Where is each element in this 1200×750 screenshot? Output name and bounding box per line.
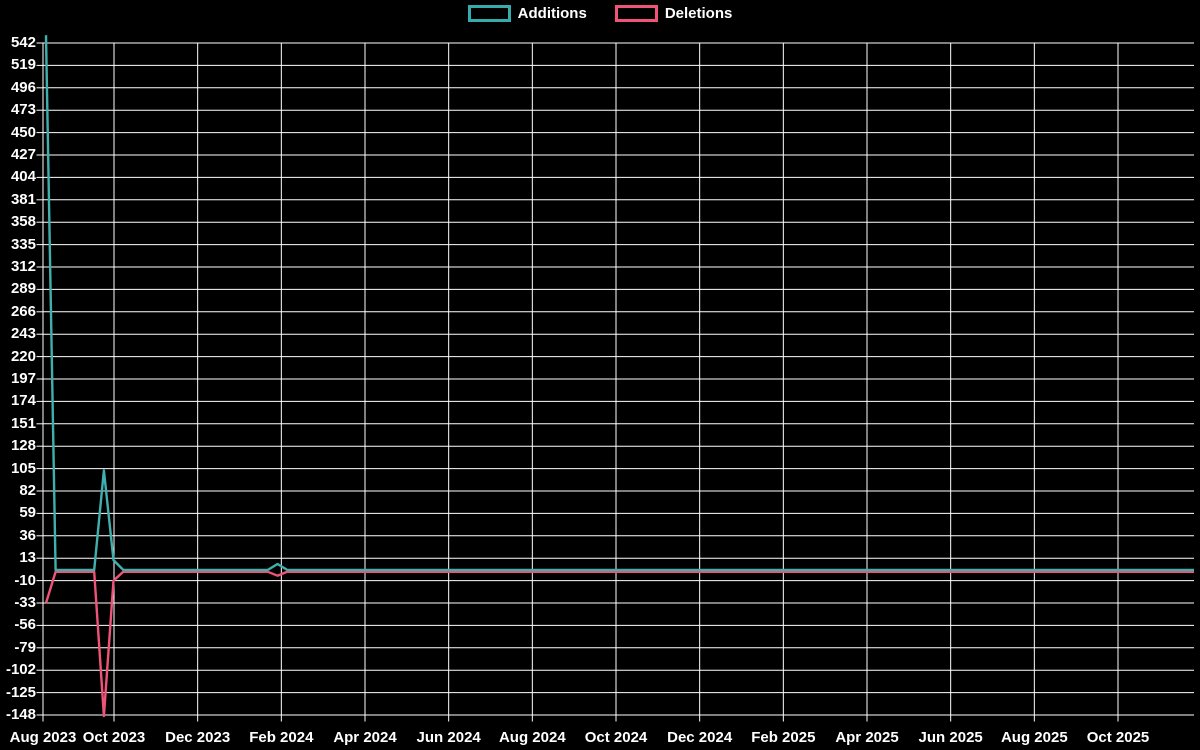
x-tick-label: Apr 2025 xyxy=(835,729,899,746)
y-tick-label: 59 xyxy=(19,504,36,522)
y-tick-label: 105 xyxy=(10,459,36,477)
y-tick-label: -10 xyxy=(14,571,36,589)
x-tick-label: Dec 2024 xyxy=(667,729,733,746)
x-tick-label: Oct 2024 xyxy=(584,729,648,746)
y-tick-label: 82 xyxy=(19,482,36,499)
y-tick-label: 404 xyxy=(10,168,36,186)
y-tick-label: 450 xyxy=(10,123,36,141)
y-tick-label: 427 xyxy=(10,146,36,163)
y-tick-label: 542 xyxy=(10,34,36,51)
y-tick-label: -148 xyxy=(5,706,36,723)
deletions-swatch-icon xyxy=(614,5,658,22)
y-tick-label: -125 xyxy=(5,683,36,701)
y-tick-label: 473 xyxy=(10,101,36,119)
y-tick-label: 128 xyxy=(10,437,36,455)
y-tick-label: -56 xyxy=(14,616,36,634)
series-line-deletions xyxy=(44,570,1194,718)
y-tick-label: 243 xyxy=(10,325,36,343)
x-tick-label: Feb 2025 xyxy=(751,729,816,746)
y-tick-label: 266 xyxy=(10,302,36,320)
chart-legend: Additions Deletions xyxy=(0,5,1200,22)
y-tick-label: 519 xyxy=(10,56,36,74)
x-tick-label: Apr 2024 xyxy=(333,729,397,746)
x-tick-label: Jun 2024 xyxy=(416,729,481,746)
y-tick-label: 220 xyxy=(10,347,36,365)
legend-label-deletions: Deletions xyxy=(664,5,733,22)
legend-label-additions: Additions xyxy=(517,5,587,22)
y-tick-label: 36 xyxy=(19,526,36,544)
y-tick-label: 381 xyxy=(10,190,36,208)
legend-item-deletions[interactable]: Deletions xyxy=(614,5,733,22)
y-tick-label: -79 xyxy=(14,638,36,656)
x-tick-label: Aug 2024 xyxy=(498,729,566,746)
y-tick-label: 496 xyxy=(10,78,36,96)
legend-item-additions[interactable]: Additions xyxy=(467,5,587,22)
x-tick-label: Oct 2025 xyxy=(1086,729,1150,746)
additions-swatch-icon xyxy=(467,5,511,22)
series-line-additions xyxy=(44,35,1194,572)
x-tick-label: Aug 2025 xyxy=(1000,729,1068,746)
y-tick-label: 151 xyxy=(10,414,36,432)
y-tick-label: 312 xyxy=(10,258,36,275)
y-tick-label: 358 xyxy=(10,213,36,231)
y-tick-label: 174 xyxy=(10,392,36,410)
y-tick-label: -102 xyxy=(5,661,36,679)
x-tick-label: Jun 2025 xyxy=(918,729,983,746)
x-tick-label: Feb 2024 xyxy=(249,729,314,746)
y-tick-label: -33 xyxy=(14,594,36,611)
y-tick-label: 197 xyxy=(10,370,36,387)
x-tick-label: Aug 2023 xyxy=(9,729,77,746)
x-tick-label: Oct 2023 xyxy=(82,729,146,746)
y-tick-label: 289 xyxy=(10,280,36,298)
y-tick-label: 13 xyxy=(19,549,36,567)
y-tick-label: 335 xyxy=(10,235,36,253)
x-tick-label: Dec 2023 xyxy=(165,729,231,746)
